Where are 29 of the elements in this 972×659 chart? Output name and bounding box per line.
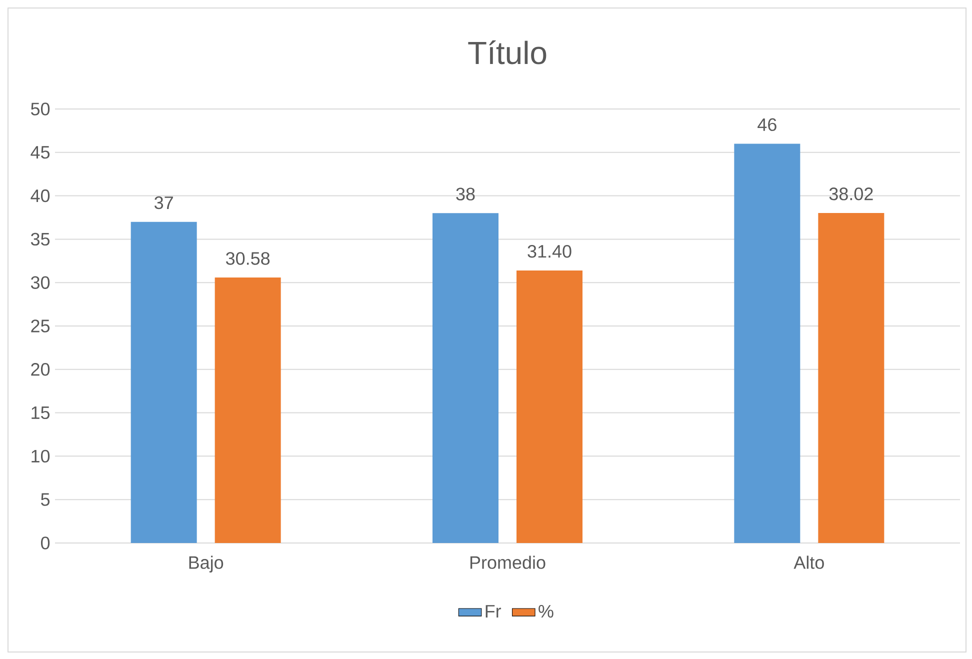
x-tick-label: Alto: [794, 556, 824, 569]
bar: [734, 144, 800, 543]
y-tick-label: 5: [40, 493, 50, 506]
data-label: 38.02: [829, 188, 873, 200]
data-label: 38: [456, 188, 475, 200]
y-tick-label: 15: [32, 406, 50, 420]
x-tick-label: Bajo: [189, 556, 224, 572]
y-tick-label: 35: [30, 232, 50, 246]
x-tick-label: Promedio: [470, 556, 546, 569]
data-label: 31.40: [528, 244, 572, 258]
y-tick-label: 50: [30, 102, 50, 116]
data-label: 30.58: [226, 252, 270, 265]
bar: [432, 213, 498, 543]
y-tick-label: 40: [30, 189, 50, 202]
y-tick-label: 0: [40, 536, 50, 550]
bar: [818, 212, 884, 543]
y-tick-label: 45: [30, 146, 50, 159]
y-tick-label: 10: [32, 450, 50, 463]
y-tick-label: 20: [31, 363, 50, 376]
y-tick-label: 30: [30, 276, 50, 289]
legend-label: %: [538, 605, 554, 618]
bar: [214, 278, 281, 543]
chart-title: Título: [468, 40, 546, 64]
bar: [130, 222, 197, 543]
bar: [516, 270, 582, 543]
data-label: 37: [154, 196, 173, 210]
data-label: 46: [758, 118, 776, 131]
y-tick-label: 25: [31, 320, 50, 332]
legend-label: Fr: [486, 605, 502, 618]
